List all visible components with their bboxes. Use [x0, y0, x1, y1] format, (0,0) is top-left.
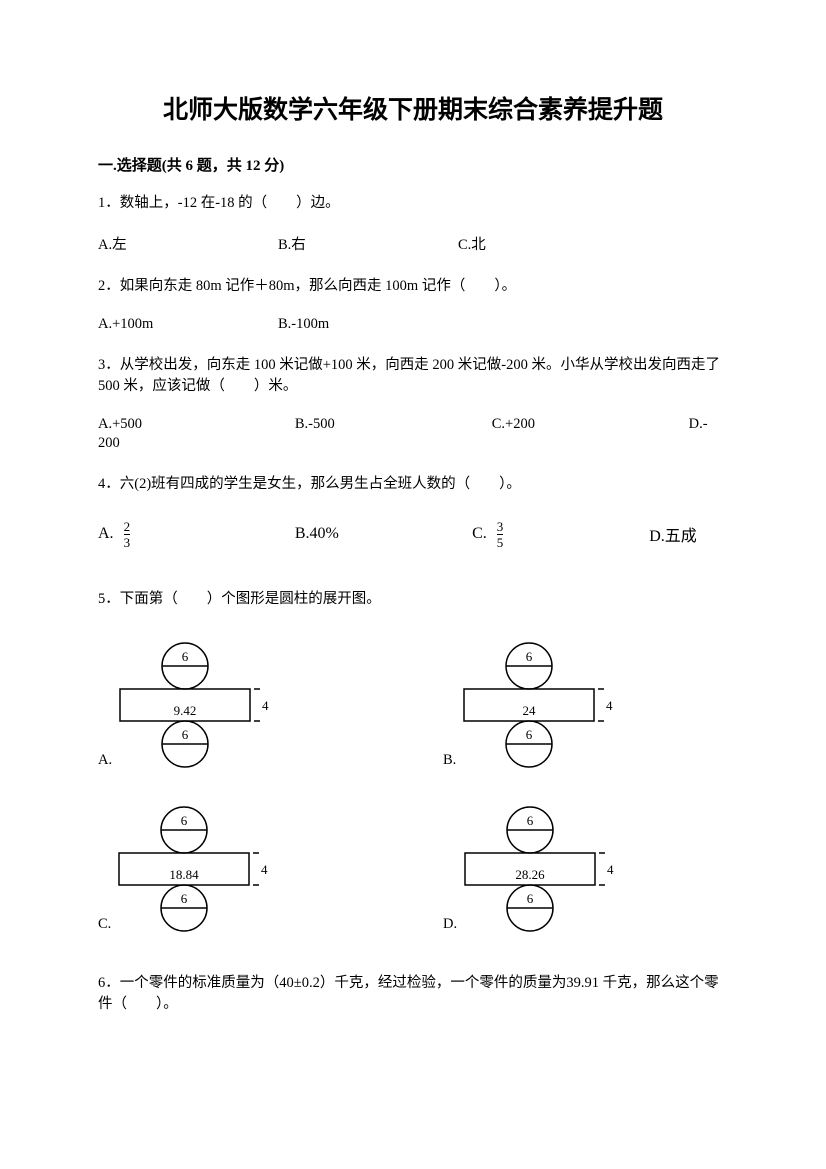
q1-option-a: A.左 — [98, 233, 278, 254]
q3-options: A.+500 B.-500 C.+200 D.- — [98, 416, 728, 433]
q3-option-d: D.- — [689, 416, 728, 433]
q2-option-b: B.-100m — [278, 316, 458, 333]
q4-c-prefix: C. — [472, 525, 487, 543]
svg-text:6: 6 — [527, 891, 534, 906]
svg-text:28.26: 28.26 — [515, 867, 545, 882]
svg-text:6: 6 — [182, 727, 189, 742]
q3-option-b: B.-500 — [295, 416, 492, 433]
svg-text:4: 4 — [262, 698, 269, 713]
q4-a-den: 3 — [124, 534, 131, 549]
q2-option-a: A.+100m — [98, 316, 278, 333]
q1-text: 1．数轴上，-12 在-18 的（ ）边。 — [98, 193, 728, 215]
svg-text:6: 6 — [182, 649, 189, 664]
q4-option-a: A. 2 3 — [98, 520, 295, 549]
cylinder-net-diagram: 6 6 24 4 — [462, 641, 618, 769]
cylinder-net-diagram: 6 6 18.84 4 — [117, 805, 273, 933]
svg-text:6: 6 — [526, 649, 533, 664]
q4-a-num: 2 — [124, 520, 131, 534]
q2-options: A.+100m B.-100m — [98, 316, 728, 333]
q4-option-c: C. 3 5 — [472, 520, 649, 549]
diagram-label: B. — [443, 752, 456, 769]
svg-text:24: 24 — [523, 703, 537, 718]
svg-text:18.84: 18.84 — [170, 867, 200, 882]
q4-option-b: B.40% — [295, 525, 472, 543]
svg-text:6: 6 — [526, 727, 533, 742]
svg-text:4: 4 — [606, 698, 613, 713]
q1-options: A.左 B.右 C.北 — [98, 233, 728, 254]
q4-a-prefix: A. — [98, 525, 114, 543]
svg-text:9.42: 9.42 — [174, 703, 197, 718]
cylinder-net-diagram: 6 6 9.42 4 — [118, 641, 274, 769]
page-title: 北师大版数学六年级下册期末综合素养提升题 — [98, 90, 728, 126]
svg-text:6: 6 — [181, 891, 188, 906]
q3-option-d-extra: 200 — [98, 435, 728, 452]
q6-text: 6．一个零件的标准质量为（40±0.2）千克，经过检验，一个零件的质量为39.9… — [98, 973, 728, 1017]
q4-option-d: D.五成 — [649, 522, 728, 546]
diagram-cell: C. 6 6 18.84 4 — [98, 805, 383, 933]
q2-text: 2．如果向东走 80m 记作＋80m，那么向西走 100m 记作（ ）。 — [98, 276, 728, 298]
q5-text: 5．下面第（ ）个图形是圆柱的展开图。 — [98, 589, 728, 611]
q4-a-fraction: 2 3 — [124, 520, 131, 549]
diagram-cell: A. 6 6 9.42 4 — [98, 641, 383, 769]
q4-options: A. 2 3 B.40% C. 3 5 D.五成 — [98, 520, 728, 549]
q1-option-b: B.右 — [278, 233, 458, 254]
svg-text:6: 6 — [527, 813, 534, 828]
section-header: 一.选择题(共 6 题，共 12 分) — [98, 154, 728, 175]
svg-text:4: 4 — [261, 862, 268, 877]
q4-c-den: 5 — [497, 534, 504, 549]
diagram-cell: D. 6 6 28.26 4 — [443, 805, 728, 933]
svg-text:4: 4 — [607, 862, 614, 877]
q4-c-fraction: 3 5 — [497, 520, 504, 549]
q4-c-num: 3 — [497, 520, 504, 534]
q1-option-c: C.北 — [458, 233, 638, 254]
q4-text: 4．六(2)班有四成的学生是女生，那么男生占全班人数的（ ）。 — [98, 474, 728, 496]
diagram-label: A. — [98, 752, 112, 769]
q3-option-a: A.+500 — [98, 416, 295, 433]
q3-text: 3．从学校出发，向东走 100 米记做+100 米，向西走 200 米记做-20… — [98, 355, 728, 399]
diagram-label: D. — [443, 916, 457, 933]
svg-text:6: 6 — [181, 813, 188, 828]
q5-diagrams: A. 6 6 9.42 4 B. 6 6 24 4 C. 6 6 18.84 4 D. 6 6 28.26 4 — [98, 641, 728, 933]
cylinder-net-diagram: 6 6 28.26 4 — [463, 805, 619, 933]
q3-option-c: C.+200 — [492, 416, 689, 433]
diagram-label: C. — [98, 916, 111, 933]
diagram-cell: B. 6 6 24 4 — [443, 641, 728, 769]
